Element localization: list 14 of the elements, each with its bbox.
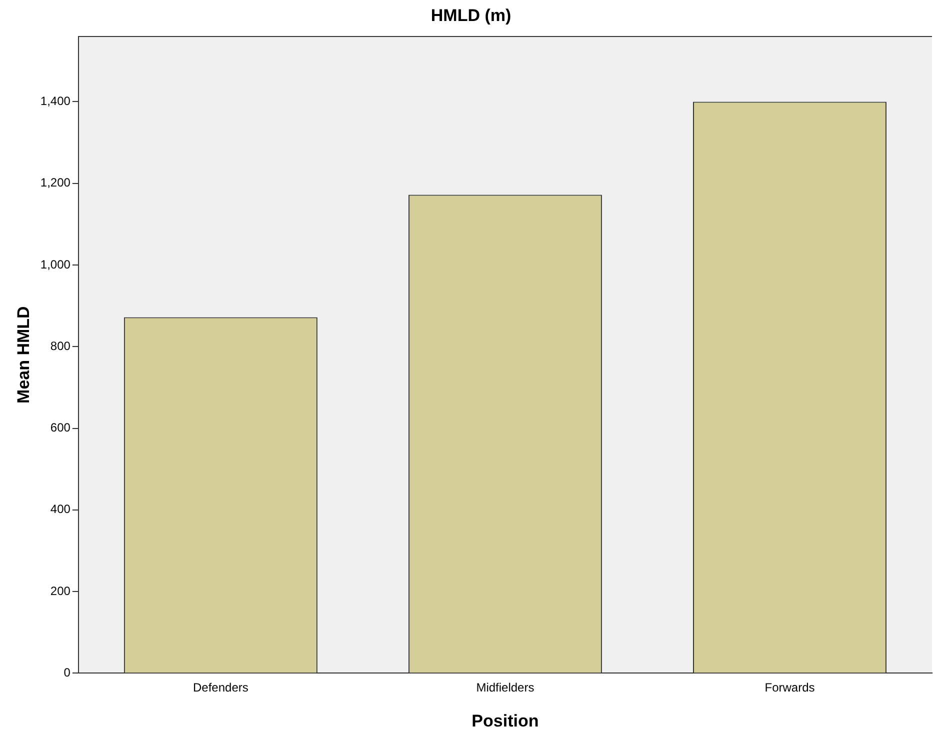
x-tick-label: Midfielders: [476, 680, 534, 695]
y-tick-label: 1,200: [40, 176, 71, 190]
y-tick-label: 800: [50, 338, 71, 353]
x-tick-label: Defenders: [193, 680, 248, 695]
y-tick-label: 0: [64, 666, 71, 680]
y-axis-title: Mean HMLD: [14, 306, 33, 404]
x-tick-label: Forwards: [764, 680, 815, 695]
y-tick-label: 200: [50, 584, 71, 598]
y-tick-label: 1,000: [40, 257, 71, 272]
y-tick-label: 600: [50, 420, 71, 435]
x-axis-title: Position: [472, 711, 539, 730]
y-tick-label: 1,400: [40, 94, 71, 108]
chart-title: HMLD (m): [430, 6, 512, 25]
y-tick-label: 400: [50, 502, 71, 516]
